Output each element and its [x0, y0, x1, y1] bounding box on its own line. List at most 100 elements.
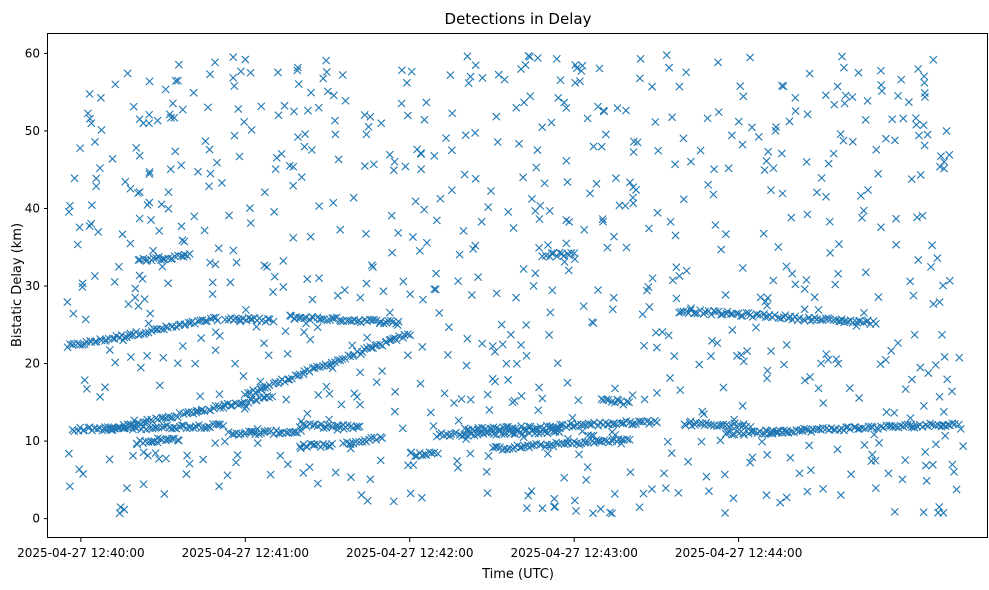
detection-point — [328, 439, 336, 448]
detection-point — [531, 429, 540, 438]
detection-point — [453, 457, 462, 466]
detection-point — [411, 197, 420, 206]
detection-point — [367, 343, 376, 352]
detection-point — [867, 457, 876, 465]
detection-point — [833, 445, 842, 454]
detection-point — [204, 422, 213, 431]
detection-point — [543, 241, 552, 250]
detection-point — [730, 415, 739, 424]
detection-point — [827, 424, 836, 433]
detection-point — [721, 508, 730, 517]
detection-point — [648, 82, 657, 91]
detection-point — [285, 375, 294, 384]
data-points — [63, 51, 968, 518]
detection-point — [748, 312, 757, 321]
detection-point — [517, 391, 526, 400]
detection-point — [126, 184, 135, 193]
detection-point — [275, 429, 284, 438]
detection-point — [397, 66, 406, 75]
detection-point — [367, 433, 376, 442]
detection-point — [651, 117, 660, 126]
detection-point — [791, 93, 800, 102]
detection-point — [253, 424, 262, 433]
detection-point — [616, 419, 625, 428]
detection-point — [317, 315, 326, 324]
detection-point — [317, 420, 326, 429]
detection-point — [158, 423, 167, 432]
detection-point — [240, 404, 249, 413]
y-tick-label: 0 — [32, 512, 40, 526]
detection-point — [898, 475, 907, 484]
detection-point — [887, 346, 896, 355]
detection-point — [418, 451, 427, 460]
detection-point — [613, 104, 622, 113]
detection-point — [436, 194, 445, 203]
detection-point — [454, 277, 463, 286]
detection-point — [319, 424, 328, 433]
detection-point — [830, 100, 839, 109]
detection-point — [512, 359, 521, 368]
detection-point — [956, 424, 965, 433]
detection-point — [135, 188, 144, 197]
detection-point — [245, 204, 254, 213]
detection-point — [105, 455, 114, 464]
detection-point — [795, 469, 804, 478]
detection-point — [303, 106, 312, 115]
detection-point — [798, 427, 807, 436]
detection-point — [621, 106, 630, 115]
detection-point — [668, 276, 677, 285]
detection-point — [920, 78, 929, 87]
detection-point — [152, 423, 161, 432]
detection-point — [935, 162, 944, 171]
detection-point — [290, 107, 298, 116]
detection-point — [527, 487, 536, 496]
detection-point — [339, 424, 348, 433]
detection-point — [602, 395, 611, 404]
detection-point — [376, 456, 385, 465]
detection-point — [393, 320, 402, 329]
detection-point — [164, 254, 173, 263]
detection-point — [836, 317, 845, 326]
detection-point — [622, 243, 631, 252]
detection-point — [800, 305, 809, 314]
detection-point — [307, 145, 316, 154]
detection-point — [517, 443, 526, 452]
detection-point — [684, 457, 693, 466]
detection-point — [65, 201, 74, 210]
detection-point — [605, 508, 614, 517]
detection-point — [807, 427, 816, 436]
detection-point — [562, 239, 571, 248]
detection-point — [322, 56, 331, 65]
detection-point — [120, 424, 129, 433]
detection-point — [484, 203, 493, 212]
detection-point — [608, 305, 617, 314]
detection-point — [459, 226, 468, 235]
detection-point — [466, 72, 475, 81]
detection-point — [471, 61, 480, 70]
detection-point — [551, 502, 560, 511]
detection-point — [325, 415, 334, 424]
detection-point — [174, 436, 183, 445]
detection-point — [769, 164, 778, 173]
detection-point — [931, 440, 940, 449]
detection-point — [300, 142, 309, 151]
detection-point — [485, 405, 494, 414]
detection-point — [110, 424, 119, 433]
detection-point — [362, 279, 371, 288]
detection-point — [599, 217, 607, 226]
detection-point — [564, 266, 573, 275]
detection-point — [607, 397, 616, 406]
detection-point — [901, 420, 910, 429]
detection-point — [899, 114, 908, 123]
detection-point — [194, 167, 202, 176]
detection-point — [145, 119, 154, 128]
detection-point — [859, 308, 868, 317]
detection-point — [387, 211, 396, 220]
detection-point — [948, 460, 957, 469]
detection-point — [101, 383, 110, 392]
detection-point — [146, 309, 155, 318]
detection-point — [362, 130, 371, 139]
detection-point — [767, 347, 776, 356]
detection-point — [270, 207, 279, 216]
detection-point — [907, 423, 916, 432]
